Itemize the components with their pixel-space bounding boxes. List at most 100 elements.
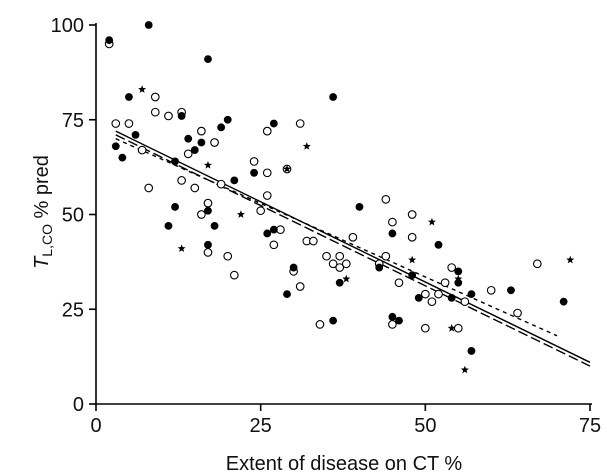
open-circle-point (262, 126, 272, 136)
data-points (104, 21, 575, 374)
star-point (177, 244, 186, 253)
filled-circle-point (177, 112, 186, 120)
star-point (447, 324, 456, 332)
open-circle-point (407, 210, 417, 219)
filled-circle-point (395, 316, 403, 325)
open-circle-point (262, 191, 272, 200)
star-point (408, 255, 417, 264)
star-point (138, 85, 147, 93)
open-circle-point (447, 263, 457, 272)
filled-circle-point (144, 21, 153, 29)
filled-circle-point (375, 263, 384, 272)
filled-circle-point (559, 297, 568, 306)
open-circle-point (513, 308, 522, 318)
filled-circle-point (329, 316, 338, 325)
filled-circle-point (204, 240, 212, 249)
open-circle-point (381, 251, 391, 261)
x-tick-label: 0 (90, 415, 101, 437)
star-point (460, 365, 469, 374)
open-circle-point (315, 320, 325, 329)
star-point (283, 164, 292, 173)
regression-lines (115, 130, 591, 367)
filled-circle-point (125, 93, 133, 101)
filled-circle-point (447, 293, 456, 302)
open-circle-point (269, 240, 279, 250)
open-circle-point (381, 194, 391, 204)
y-axis-title: TL,CO % pred (31, 155, 55, 269)
open-circle-point (203, 198, 213, 208)
y-axis-title-unit: % pred (31, 155, 53, 224)
open-circle-point (420, 289, 430, 299)
open-circle-point (150, 107, 160, 117)
y-axis-title-symbol: T (31, 255, 53, 269)
filled-circle-point (283, 290, 291, 298)
filled-circle-point (408, 271, 417, 280)
filled-circle-point (217, 123, 226, 132)
axes: 0 25 50 75 100 0 25 50 75 (51, 15, 602, 437)
filled-circle-point (111, 142, 120, 151)
filled-circle-point (467, 347, 476, 355)
filled-circle-point (184, 134, 193, 143)
star-point (302, 142, 311, 150)
filled-circle-point (355, 203, 364, 211)
filled-circle-point (223, 115, 232, 124)
x-tick-label: 50 (414, 415, 436, 437)
open-circle-point (111, 119, 121, 128)
filled-circle-point (118, 153, 127, 162)
x-tick-label: 75 (579, 415, 601, 437)
star-point (566, 255, 575, 264)
fit-line-long-dash (115, 134, 591, 367)
filled-circle-point (171, 157, 179, 166)
filled-circle-point (164, 221, 173, 230)
star-point (454, 274, 463, 283)
filled-circle-point (467, 290, 476, 298)
filled-circle-point (204, 55, 212, 64)
open-circle-point (427, 297, 437, 307)
open-circle-point (388, 217, 397, 227)
filled-circle-point (105, 36, 114, 45)
open-circle-point (486, 285, 496, 295)
open-circle-point (164, 111, 173, 121)
filled-circle-point (197, 138, 206, 147)
x-tick-label: 25 (250, 415, 272, 437)
filled-circle-point (230, 176, 239, 185)
y-tick-label: 0 (73, 394, 84, 416)
fit-line-solid (115, 130, 591, 363)
open-circle-point (183, 149, 193, 159)
filled-circle-point (204, 206, 212, 215)
open-circle-point (262, 168, 272, 178)
y-axis-title-subscript: L,CO (39, 224, 55, 257)
open-circle-point (137, 145, 147, 155)
open-circle-point (453, 323, 463, 333)
filled-circle-point (250, 168, 258, 177)
open-circle-point (276, 225, 285, 235)
filled-circle-point (388, 312, 397, 321)
open-circle-point (434, 289, 443, 299)
filled-circle-point (269, 225, 278, 234)
open-circle-point (210, 138, 219, 147)
star-point (203, 161, 212, 169)
filled-circle-point (335, 278, 344, 287)
filled-circle-point (131, 131, 140, 139)
open-circle-point (341, 259, 351, 269)
open-circle-point (197, 126, 206, 136)
open-circle-point (177, 176, 186, 185)
filled-circle-point (507, 286, 515, 295)
filled-circle-point (190, 146, 199, 154)
open-circle-point (460, 297, 470, 307)
star-point (342, 274, 351, 283)
filled-circle-point (388, 229, 397, 238)
filled-circle-point (171, 203, 179, 211)
open-circle-point (150, 92, 160, 102)
open-circle-point (335, 263, 345, 272)
filled-circle-point (289, 263, 298, 272)
open-circle-point (322, 251, 331, 261)
open-circle-point (190, 183, 200, 193)
open-circle-point (309, 236, 318, 246)
open-circle-point (440, 278, 450, 288)
open-circle-point (203, 248, 213, 257)
open-circle-point (256, 206, 266, 216)
open-circle-point (223, 251, 233, 261)
filled-circle-point (454, 267, 463, 276)
